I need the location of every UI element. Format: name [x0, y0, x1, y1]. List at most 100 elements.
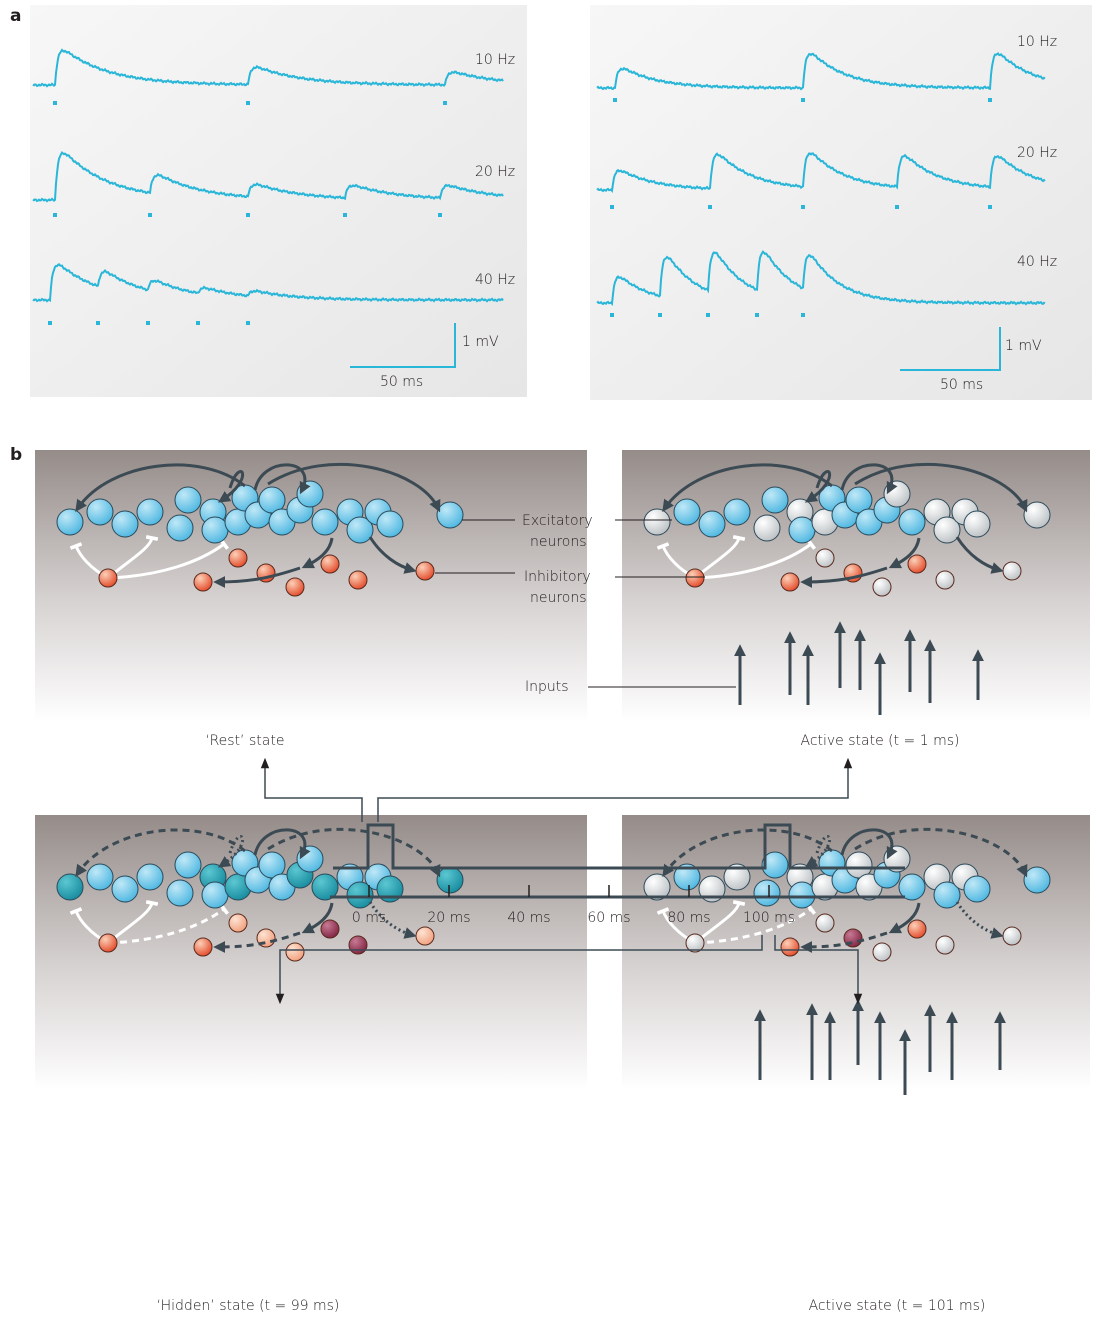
stimulus-marker	[343, 213, 347, 217]
stimulus-marker	[755, 313, 759, 317]
excitatory-neuron	[296, 480, 324, 508]
excitatory-neuron	[311, 508, 339, 536]
inhibitory-neuron	[415, 926, 435, 946]
excitatory-neuron	[56, 508, 84, 536]
stimulus-marker	[246, 321, 250, 325]
stimulus-marker	[53, 213, 57, 217]
state-arrow	[774, 935, 863, 1005]
stimulus-marker	[246, 101, 250, 105]
scale-label: 50 ms	[940, 377, 983, 393]
stimulus-marker	[658, 313, 662, 317]
excitatory-neuron	[201, 881, 229, 909]
state-arrow	[275, 935, 763, 1005]
trace-label: 40 Hz	[1017, 254, 1057, 270]
time-ticks: 0 ms 20 ms 40 ms 60 ms 80 ms 100 ms	[352, 885, 795, 926]
stimulus-marker	[610, 205, 614, 209]
stimulus-marker	[988, 205, 992, 209]
trace	[32, 263, 504, 303]
scale-bar	[350, 323, 456, 368]
excitatory-connection	[301, 902, 334, 934]
inhibitory-neuron	[320, 919, 340, 939]
excitatory-neuron	[166, 514, 194, 542]
excitatory-neuron	[201, 516, 229, 544]
excitatory-neuron	[86, 498, 114, 526]
excitatory-connection	[854, 827, 1028, 878]
excitatory-neuron	[346, 881, 374, 909]
excitatory-neuron	[723, 863, 751, 891]
scale-label: 50 ms	[380, 374, 423, 390]
stimulus-marker	[53, 101, 57, 105]
trace	[596, 250, 1046, 307]
time-tick-label: 100 ms	[743, 910, 795, 926]
excitatory-connection	[213, 566, 301, 588]
scale-bar	[900, 327, 1001, 371]
inhibitory-neuron	[285, 577, 305, 597]
inhibitory-neuron	[193, 572, 213, 592]
inhibitory-neuron	[348, 935, 368, 955]
stimulus-marker	[801, 313, 805, 317]
excitatory-neuron	[673, 498, 701, 526]
excitatory-neuron	[898, 873, 926, 901]
legend-label: neurons	[530, 590, 587, 606]
trace	[596, 152, 1046, 194]
excitatory-neuron	[311, 873, 339, 901]
stimulus-marker	[443, 101, 447, 105]
legend-label: Inputs	[525, 679, 569, 695]
excitatory-neuron	[963, 510, 991, 538]
excitatory-connection	[840, 463, 898, 495]
inhibitory-neuron	[872, 942, 892, 962]
inhibitory-neuron	[228, 548, 248, 568]
excitatory-neuron	[933, 881, 961, 909]
legend-label: neurons	[530, 534, 587, 550]
inhibitory-neuron	[780, 937, 800, 957]
excitatory-connection	[75, 463, 246, 512]
traces	[32, 48, 1046, 325]
inhibitory-neuron	[1002, 561, 1022, 581]
inhibitory-neuron	[815, 913, 835, 933]
stimulus-marker	[613, 98, 617, 102]
inhibitory-neuron	[935, 570, 955, 590]
inhibitory-connection	[107, 903, 230, 945]
excitatory-connection	[800, 566, 888, 588]
excitatory-neuron	[788, 516, 816, 544]
state-caption: ‘Hidden’ state (t = 99 ms)	[157, 1298, 340, 1314]
excitatory-connection	[217, 469, 245, 503]
trace	[32, 151, 504, 203]
scale-label: 1 mV	[1005, 338, 1042, 354]
stimulus-marker	[148, 213, 152, 217]
excitatory-neuron	[761, 851, 789, 879]
excitatory-connection	[800, 931, 888, 953]
excitatory-connection	[888, 537, 921, 569]
stimulus-marker	[610, 313, 614, 317]
excitatory-neuron	[933, 516, 961, 544]
excitatory-connection	[368, 901, 417, 939]
trace-label: 20 Hz	[1017, 145, 1057, 161]
inhibitory-neuron	[348, 570, 368, 590]
state-arrow	[260, 757, 363, 822]
excitatory-neuron	[174, 851, 202, 879]
excitatory-neuron	[166, 879, 194, 907]
inhibitory-neuron	[907, 554, 927, 574]
trace-label: 10 Hz	[1017, 34, 1057, 50]
stimulus-marker	[96, 321, 100, 325]
pulse-train	[333, 823, 905, 870]
inhibitory-neuron	[685, 933, 705, 953]
network	[56, 462, 464, 597]
inhibitory-neuron	[415, 561, 435, 581]
excitatory-neuron	[963, 875, 991, 903]
excitatory-neuron	[136, 863, 164, 891]
network	[643, 827, 1051, 962]
excitatory-neuron	[86, 863, 114, 891]
excitatory-neuron	[111, 875, 139, 903]
inhibitory-neuron	[98, 933, 118, 953]
excitatory-neuron	[788, 881, 816, 909]
inhibitory-connection	[694, 538, 817, 580]
time-tick-label: 80 ms	[667, 910, 710, 926]
excitatory-neuron	[111, 510, 139, 538]
excitatory-connection	[253, 828, 311, 860]
panel-label: a	[10, 6, 21, 26]
excitatory-connection	[804, 834, 832, 868]
stimulus-marker	[146, 321, 150, 325]
excitatory-connection	[854, 462, 1028, 513]
